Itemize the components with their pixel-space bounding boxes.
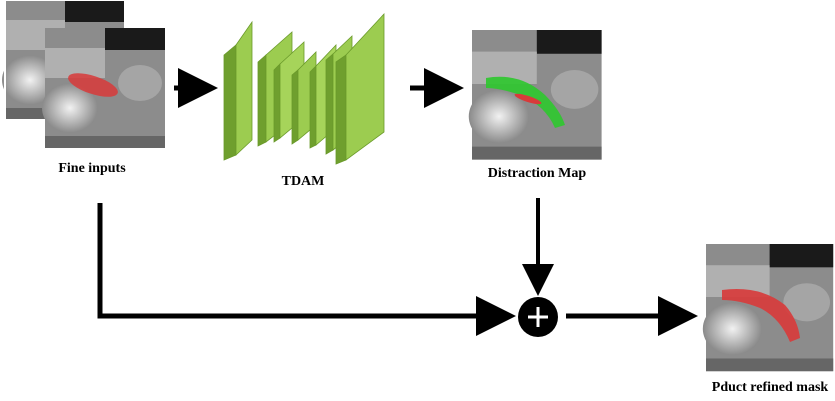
fine-inputs [2, 0, 165, 148]
distraction-map [469, 30, 602, 160]
diagram: Fine inputs TDAM Distraction Map Pduct r… [0, 0, 835, 401]
label: TDAM [282, 174, 325, 189]
label: Fine inputs [58, 161, 126, 176]
arrow [100, 203, 506, 316]
refined-mask [703, 244, 833, 371]
label: Pduct refined mask [712, 380, 829, 395]
tdam-network [224, 14, 384, 164]
label: Distraction Map [488, 166, 587, 181]
